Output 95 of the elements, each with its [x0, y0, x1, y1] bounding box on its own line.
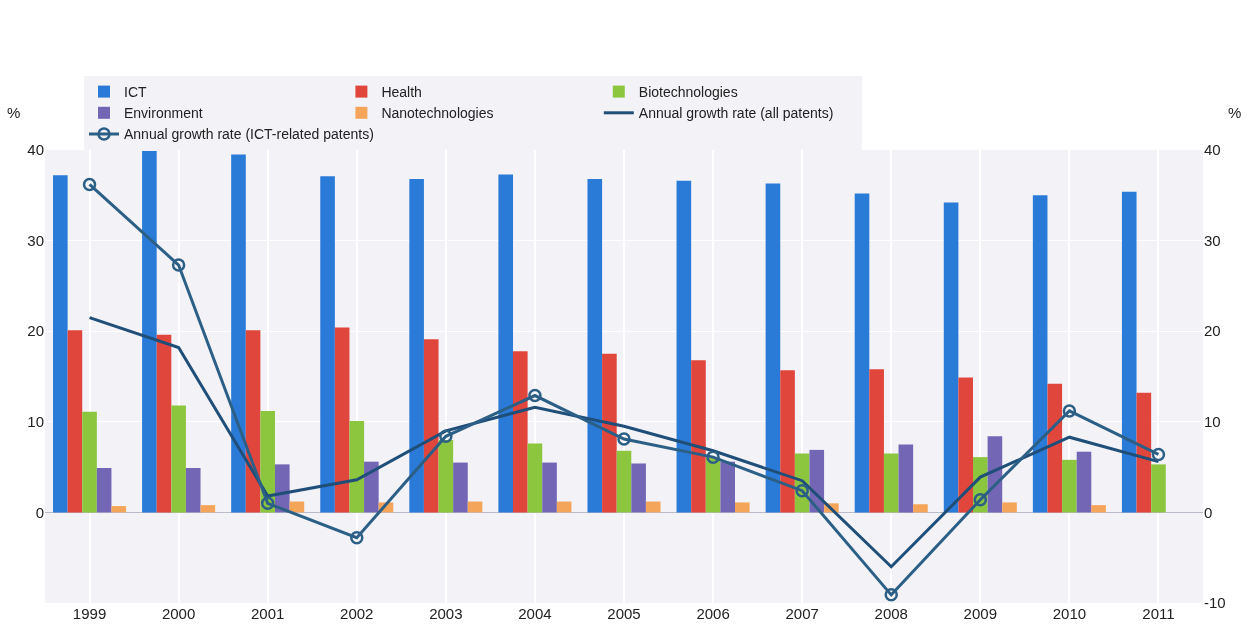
- bar: [111, 506, 127, 513]
- bar: [943, 202, 959, 513]
- x-tick-label: 1999: [72, 605, 107, 622]
- point: [260, 496, 275, 511]
- bar: [898, 444, 914, 513]
- point: [617, 432, 631, 446]
- bar: [334, 327, 350, 513]
- x-tick-label: 2003: [429, 605, 463, 622]
- y-tick-label: 40: [27, 141, 44, 159]
- bar: [1047, 383, 1063, 513]
- bar: [765, 183, 781, 513]
- bar: [720, 461, 735, 513]
- bar: [171, 405, 186, 513]
- x-tick-label: 2002: [340, 605, 374, 622]
- bar: [53, 175, 68, 513]
- bar: [527, 443, 543, 513]
- bar: [96, 468, 112, 513]
- legend-label: Annual growth rate (ICT-related patents): [124, 126, 374, 143]
- legend-label: Annual growth rate (all patents): [638, 105, 834, 122]
- bar: [1002, 502, 1017, 513]
- bar: [231, 154, 246, 513]
- point: [82, 177, 97, 192]
- legend-label: Biotechnologies: [638, 84, 738, 101]
- y2-tick-label: 10: [1204, 413, 1221, 431]
- x-tick-label: 2006: [696, 605, 730, 622]
- y-tick-label: 30: [27, 231, 44, 249]
- bar: [423, 339, 439, 513]
- bar: [913, 504, 928, 513]
- y-tick-label: 20: [27, 322, 44, 340]
- bar: [82, 411, 97, 513]
- y2-tick-label: 20: [1204, 322, 1221, 340]
- bar: [602, 353, 617, 513]
- bar: [453, 462, 468, 513]
- point: [350, 531, 364, 545]
- bar: [513, 351, 528, 513]
- x-tick-label: 2010: [1052, 605, 1087, 622]
- bar: [645, 501, 661, 513]
- bar: [1151, 464, 1166, 513]
- x-tick-label: 2011: [1142, 605, 1175, 622]
- point: [171, 258, 186, 272]
- y2-tick-label: 30: [1204, 231, 1221, 249]
- legend-label: ICT: [124, 84, 147, 101]
- bar: [349, 420, 365, 513]
- bar: [854, 193, 870, 513]
- bar: [364, 461, 379, 513]
- bar: [1076, 451, 1092, 513]
- bar: [498, 174, 514, 513]
- legend-label: Environment: [124, 105, 203, 122]
- bar: [616, 450, 632, 513]
- bar: [185, 468, 201, 513]
- y2-tick-label: 0: [1204, 503, 1213, 521]
- point: [528, 388, 542, 403]
- bar: [869, 369, 884, 513]
- bar: [883, 453, 899, 513]
- bar: [142, 150, 157, 513]
- bar: [958, 377, 973, 513]
- x-tick-label: 2008: [874, 605, 908, 622]
- bar: [780, 370, 795, 513]
- legend-label: Health: [381, 84, 422, 101]
- bar: [1091, 505, 1106, 513]
- x-tick-label: 2009: [963, 605, 997, 622]
- bar: [1032, 195, 1048, 513]
- bar: [438, 439, 454, 513]
- bar: [67, 330, 83, 513]
- bar: [734, 502, 750, 513]
- y-axis-title: %: [7, 104, 21, 121]
- y2-tick-label: -10: [1204, 594, 1226, 612]
- point: [973, 492, 988, 507]
- bar: [1121, 191, 1137, 513]
- legend-label: Nanotechnologies: [381, 105, 494, 122]
- x-tick-label: 2005: [607, 605, 641, 622]
- bar: [691, 360, 706, 513]
- point: [1062, 404, 1077, 418]
- bar: [156, 334, 172, 513]
- point: [884, 588, 898, 602]
- x-tick-label: 2007: [785, 605, 819, 622]
- point: [439, 429, 453, 444]
- bar: [409, 178, 424, 513]
- bar: [1062, 459, 1077, 513]
- bar: [631, 463, 646, 513]
- x-tick-label: 2004: [518, 605, 552, 622]
- y2-tick-label: 40: [1204, 141, 1221, 159]
- bar: [676, 180, 692, 513]
- y-tick-label: 0: [35, 503, 44, 521]
- bar: [587, 178, 603, 513]
- x-tick-label: 2001: [251, 605, 285, 622]
- bar: [542, 462, 557, 513]
- point: [706, 450, 720, 464]
- y-tick-label: 10: [27, 413, 44, 431]
- bar: [320, 176, 335, 513]
- point: [1151, 447, 1166, 462]
- bar: [200, 505, 216, 513]
- bar: [1136, 392, 1152, 513]
- x-tick-label: 2000: [161, 605, 196, 622]
- y2-axis-title: %: [1228, 104, 1242, 121]
